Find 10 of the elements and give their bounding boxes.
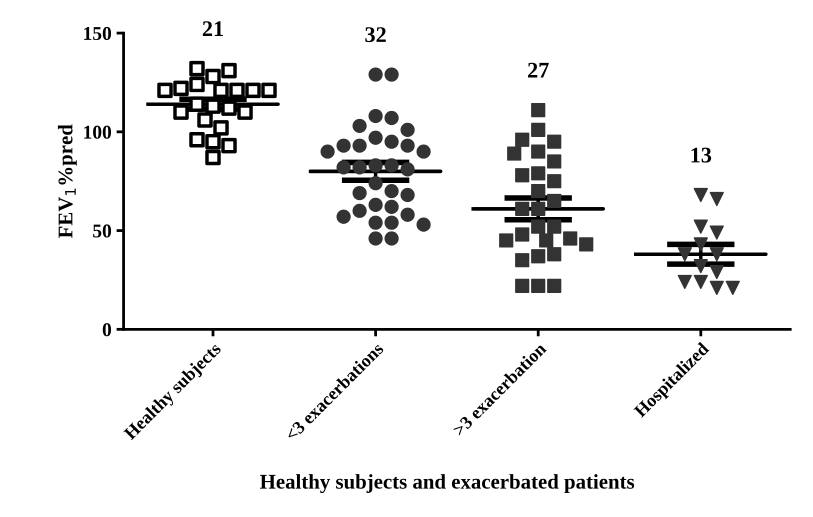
x-axis-title: Healthy subjects and exacerbated patients <box>260 474 634 494</box>
annotation: 13 <box>691 148 712 163</box>
y-tick-label: 0 <box>102 323 112 336</box>
y-axis-title: FEV$_{1}$%pred <box>58 124 77 238</box>
annotation: 27 <box>528 62 549 78</box>
annotation: 32 <box>365 27 386 42</box>
y-tick-label: 150 <box>84 26 112 40</box>
y-tick-label: 100 <box>84 126 112 139</box>
annotation: 21 <box>202 21 223 36</box>
y-tick-label: 50 <box>93 224 112 238</box>
